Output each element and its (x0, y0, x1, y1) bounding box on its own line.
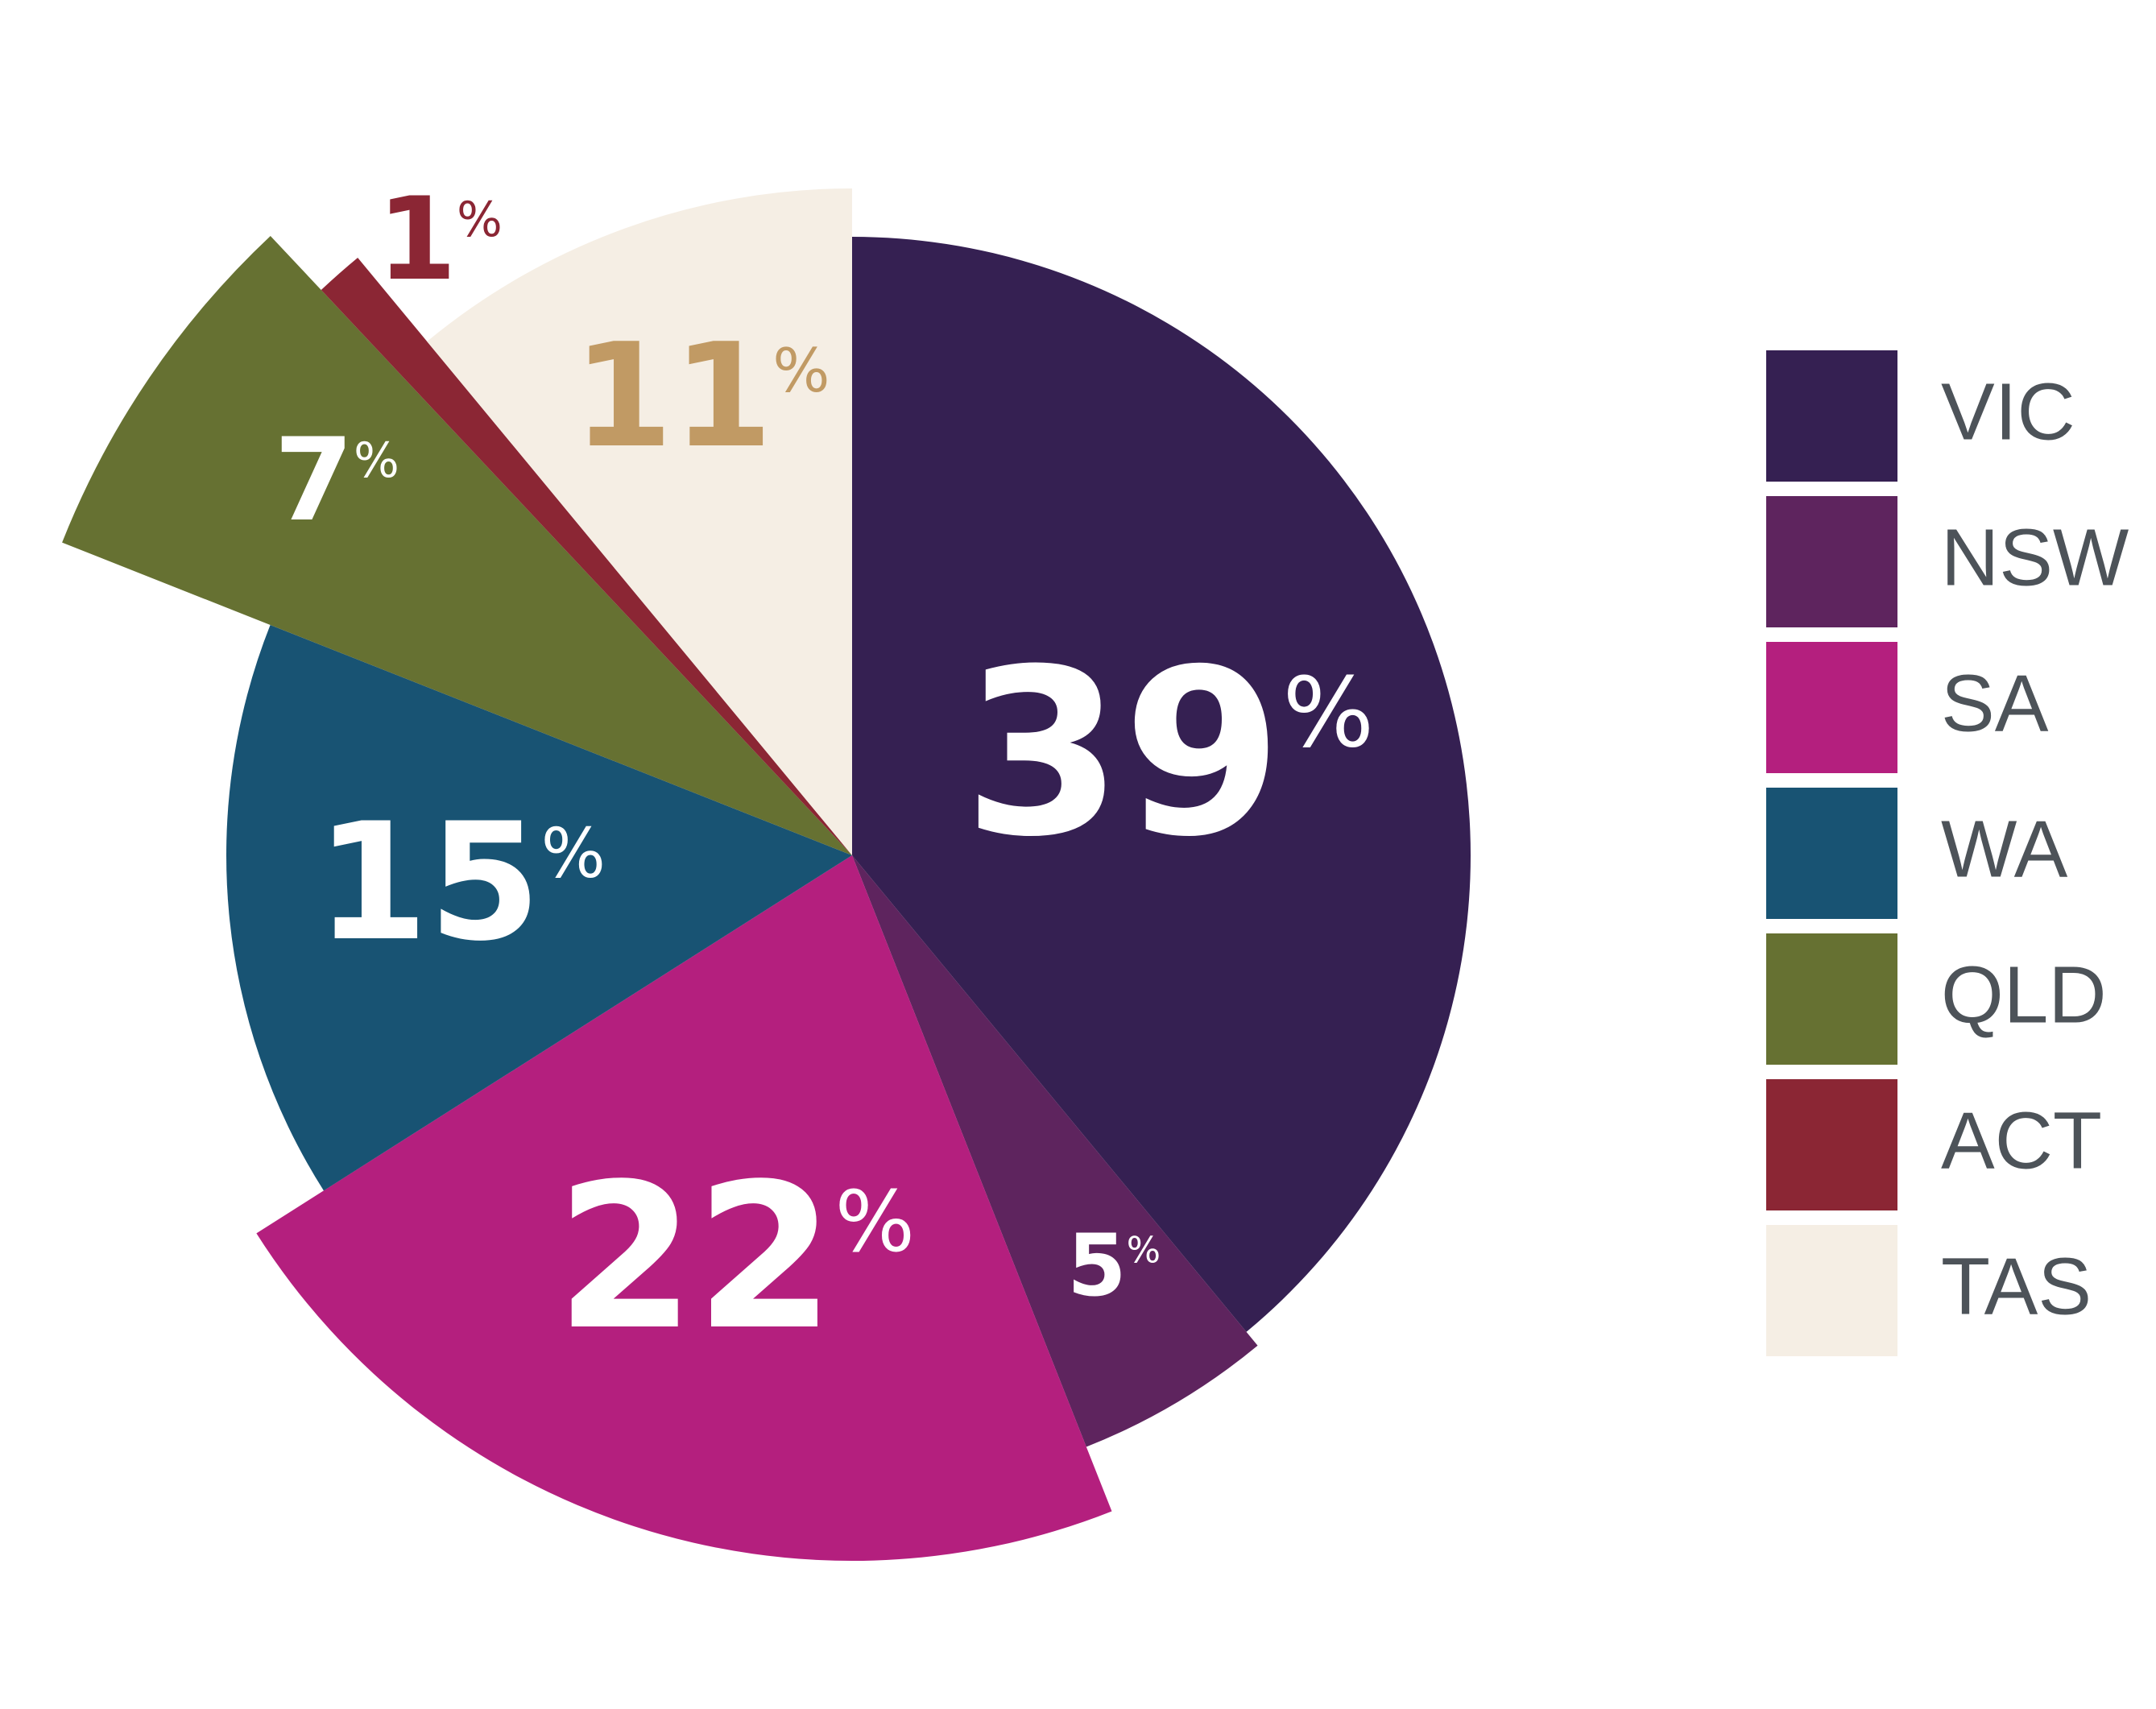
pie-slice (256, 855, 1112, 1561)
legend-swatch (1766, 788, 1897, 919)
data-label: 15% (316, 788, 606, 977)
data-label: 7% (274, 414, 399, 547)
legend-swatch (1766, 933, 1897, 1065)
data-label: 1% (377, 173, 502, 306)
legend-swatch (1766, 642, 1897, 773)
legend-label: TAS (1941, 1241, 2092, 1331)
data-label: 11% (573, 312, 830, 479)
legend-label: NSW (1941, 512, 2129, 602)
legend-swatch (1766, 496, 1897, 627)
data-label: 5% (1067, 1216, 1161, 1315)
pie-slice (62, 235, 852, 855)
legend-label: SA (1941, 658, 2049, 748)
legend-label: VIC (1941, 366, 2075, 457)
pie-slice (226, 624, 852, 1191)
legend: VIC NSW SA WA QLD ACT TAS (1766, 350, 2129, 1356)
data-label: 22% (556, 1140, 915, 1374)
pie-slice (321, 257, 852, 856)
pie-slice (852, 855, 1258, 1447)
data-label: 39% (963, 620, 1374, 888)
pie (62, 188, 1471, 1561)
legend-swatch (1766, 1225, 1897, 1356)
pie-slice (852, 237, 1471, 1332)
legend-swatch (1766, 1079, 1897, 1210)
data-labels: 39% 5% 22% 15% 7% 1% 11% (274, 173, 1374, 1374)
pie-slice (427, 188, 852, 855)
legend-label: WA (1941, 804, 2068, 894)
legend-label: ACT (1941, 1095, 2102, 1186)
legend-label: QLD (1941, 950, 2107, 1040)
legend-swatch (1766, 350, 1897, 482)
